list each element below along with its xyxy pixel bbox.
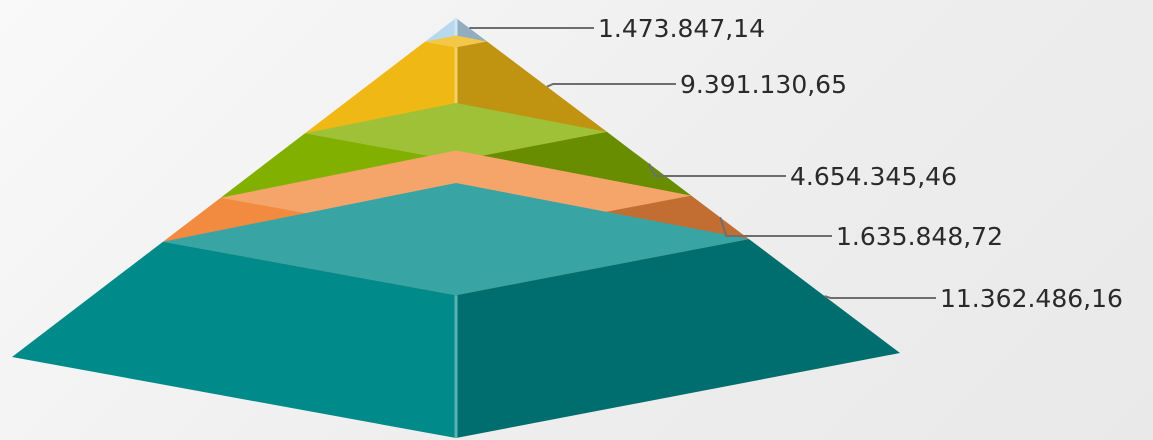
pyramid-segment-top-face <box>424 35 488 48</box>
pyramid-segment-right-face <box>456 239 900 438</box>
pyramid-segments <box>12 18 900 438</box>
value-label: 4.654.345,46 <box>790 162 957 191</box>
pyramid-segment-top-face <box>305 103 607 161</box>
value-label: 11.362.486,16 <box>940 284 1123 313</box>
pyramid-segment-left-face <box>12 241 456 438</box>
pyramid-segment-top-face <box>163 183 749 296</box>
value-leader-line <box>546 83 676 88</box>
value-leader-line <box>719 216 832 237</box>
value-label: 1.473.847,14 <box>598 14 765 43</box>
pyramid-segment-5[interactable] <box>12 183 900 438</box>
value-leader-line <box>824 295 936 299</box>
value-label: 9.391.130,65 <box>680 70 847 99</box>
value-label: 1.635.848,72 <box>836 222 1003 251</box>
pyramid-labels: 1.473.847,14 9.391.130,65 4.654.345,46 1.63… <box>469 14 1123 313</box>
value-leader-line <box>648 163 786 177</box>
